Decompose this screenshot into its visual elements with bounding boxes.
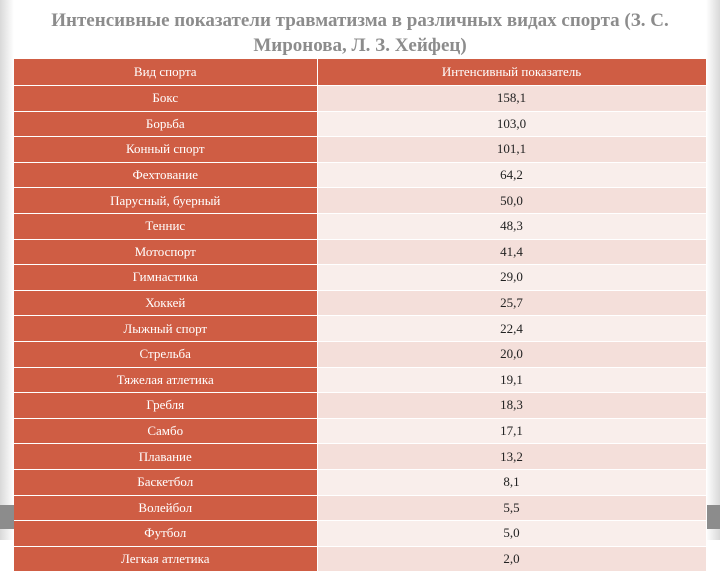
injury-table: Вид спорта Интенсивный показатель Бокс 15… [14,59,707,572]
sport-name-cell: Плавание [14,443,318,470]
table-row: Конный спорт 101,1 [14,136,707,163]
table-row: Тяжелая атлетика 19,1 [14,367,707,394]
sport-name-cell: Футбол [14,520,318,547]
indicator-value-cell: 22,4 [317,315,707,342]
indicator-value-cell: 13,2 [317,443,707,470]
sport-name-cell: Гребля [14,392,318,419]
sport-name-cell: Парусный, буерный [14,187,318,214]
indicator-value-cell: 50,0 [317,187,707,214]
indicator-value-cell: 41,4 [317,239,707,266]
sport-name-cell: Тяжелая атлетика [14,367,318,394]
sport-name-cell: Бокс [14,85,318,112]
slide-title: Интенсивные показатели травматизма в раз… [51,10,669,56]
sport-name-cell: Баскетбол [14,469,318,496]
table-row: Баскетбол 8,1 [14,469,707,496]
table-row: Футбол 5,0 [14,520,707,547]
sport-name-cell: Самбо [14,418,318,445]
table-row: Гимнастика 29,0 [14,264,707,291]
table-body: Бокс 158,1 Борьба 103,0 Конный спорт 101,1 Фех… [14,85,707,572]
header-sport: Вид спорта [14,59,318,86]
indicator-value-cell: 101,1 [317,136,707,163]
table-header-row: Вид спорта Интенсивный показатель [14,59,707,86]
table-row: Фехтование 64,2 [14,162,707,189]
table-row: Хоккей 25,7 [14,290,707,317]
table-row: Парусный, буерный 50,0 [14,187,707,214]
table-row: Бокс 158,1 [14,85,707,112]
indicator-value-cell: 19,1 [317,367,707,394]
table-row: Мотоспорт 41,4 [14,239,707,266]
indicator-value-cell: 25,7 [317,290,707,317]
indicator-value-cell: 8,1 [317,469,707,496]
table-row: Лыжный спорт 22,4 [14,315,707,342]
sport-name-cell: Борьба [14,111,318,138]
sport-name-cell: Мотоспорт [14,239,318,266]
sport-name-cell: Фехтование [14,162,318,189]
indicator-value-cell: 48,3 [317,213,707,240]
sport-name-cell: Конный спорт [14,136,318,163]
sport-name-cell: Хоккей [14,290,318,317]
table-row: Волейбол 5,5 [14,495,707,522]
indicator-value-cell: 158,1 [317,85,707,112]
indicator-value-cell: 29,0 [317,264,707,291]
sport-name-cell: Волейбол [14,495,318,522]
indicator-value-cell: 2,0 [317,546,707,572]
sport-name-cell: Гимнастика [14,264,318,291]
indicator-value-cell: 5,0 [317,520,707,547]
sport-name-cell: Теннис [14,213,318,240]
table-row: Борьба 103,0 [14,111,707,138]
indicator-value-cell: 18,3 [317,392,707,419]
table-row: Стрельба 20,0 [14,341,707,368]
indicator-value-cell: 64,2 [317,162,707,189]
table-row: Легкая атлетика 2,0 [14,546,707,572]
indicator-value-cell: 103,0 [317,111,707,138]
table-row: Плавание 13,2 [14,443,707,470]
table-row: Теннис 48,3 [14,213,707,240]
sport-name-cell: Легкая атлетика [14,546,318,572]
indicator-value-cell: 20,0 [317,341,707,368]
sport-name-cell: Стрельба [14,341,318,368]
header-indicator: Интенсивный показатель [317,59,707,86]
table-row: Самбо 17,1 [14,418,707,445]
sport-name-cell: Лыжный спорт [14,315,318,342]
indicator-value-cell: 5,5 [317,495,707,522]
indicator-value-cell: 17,1 [317,418,707,445]
table-row: Гребля 18,3 [14,392,707,419]
